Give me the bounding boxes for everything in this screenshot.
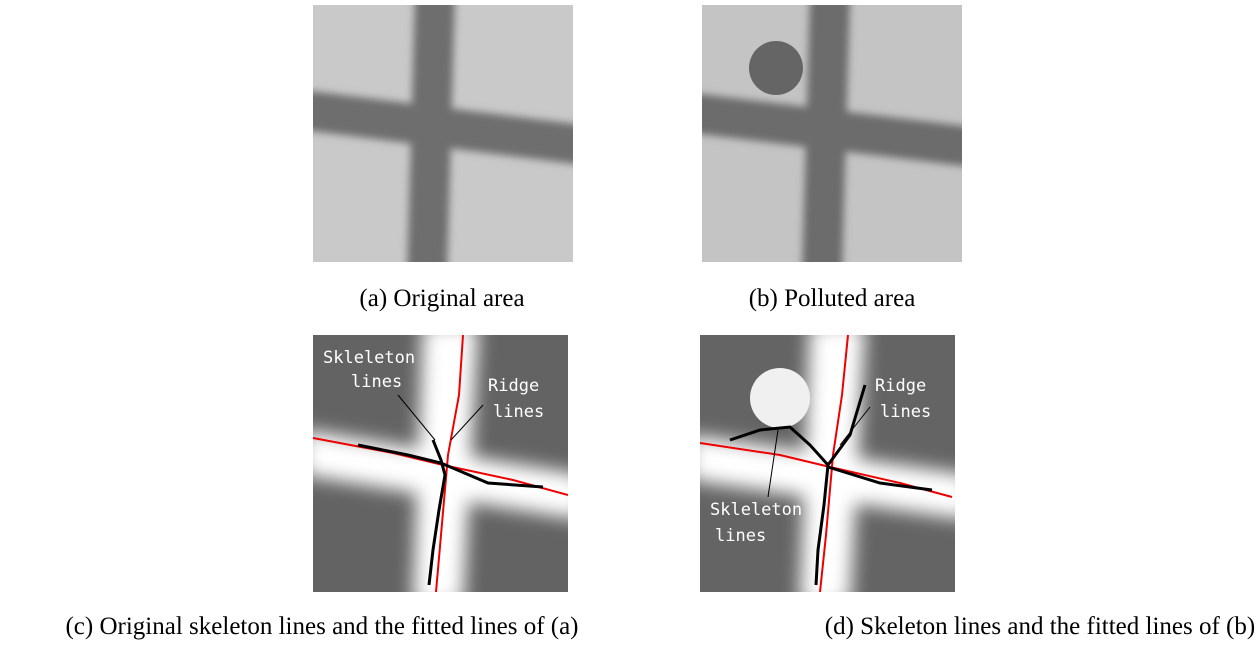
annotation: lines [351,372,402,392]
image-d: Ridge lines Skleleton lines [690,325,970,605]
image-b [692,0,972,275]
image-c: Skleleton lines Ridge lines [303,325,583,605]
annotation: lines [493,402,544,422]
caption: (d) Skeleton lines and the fitted lines … [825,613,1255,640]
figure: (a) Original area (b) Polluted area Skle… [0,0,1260,649]
annotation: lines [880,402,931,422]
caption: (a) Original area [359,285,524,312]
annotation: Ridge [875,376,926,396]
annotation: Ridge [488,376,539,396]
annotation: lines [715,526,766,546]
annotation: Skleleton [323,348,415,368]
image-a [303,0,583,275]
annotation: Skleleton [710,500,802,520]
caption: (b) Polluted area [749,285,916,312]
caption: (c) Original skeleton lines and the fitt… [65,613,578,640]
